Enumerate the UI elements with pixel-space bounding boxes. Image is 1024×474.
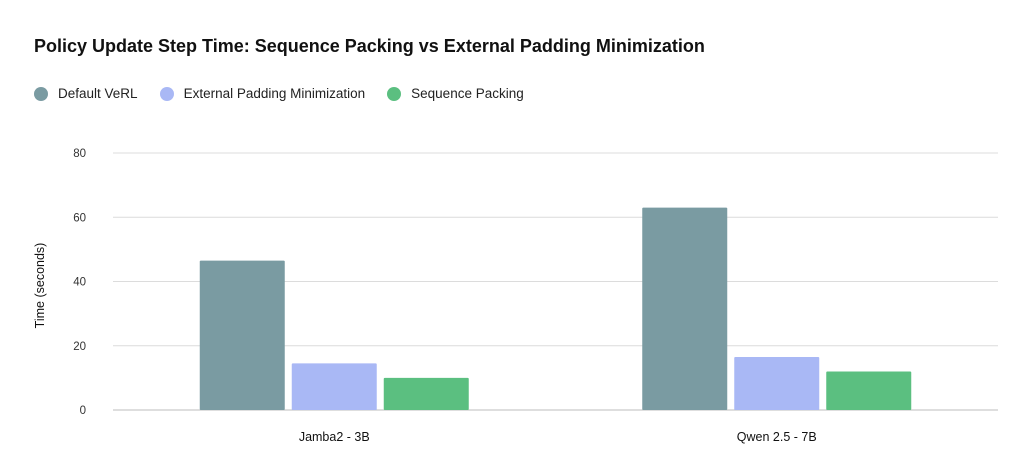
legend-item-default-verl: Default VeRL [34, 86, 138, 101]
chart-title: Policy Update Step Time: Sequence Packin… [34, 36, 705, 56]
bar-external-padding-minimization-0 [291, 363, 377, 410]
legend-label-sequence-packing: Sequence Packing [411, 86, 524, 101]
bar-external-padding-minimization-1 [734, 356, 820, 410]
legend-item-sequence-packing: Sequence Packing [387, 86, 524, 101]
legend-swatch-external-padding [159, 86, 174, 101]
bar-sequence-packing-1 [826, 371, 912, 410]
x-category-label-1: Qwen 2.5 - 7B [737, 430, 817, 444]
legend-label-default-verl: Default VeRL [58, 86, 138, 101]
y-tick-label-40: 40 [73, 277, 86, 289]
legend-item-external-padding: External Padding Minimization [159, 86, 366, 101]
y-tick-label-20: 20 [73, 341, 86, 353]
y-tick-label-60: 60 [73, 212, 86, 224]
legend-swatch-sequence-packing [387, 86, 402, 101]
legend-swatch-default-verl [34, 86, 48, 101]
y-tick-label-80: 80 [73, 148, 86, 160]
bar-default-verl-0 [199, 260, 285, 410]
bar-default-verl-1 [642, 207, 728, 410]
legend: Default VeRL External Padding Minimizati… [34, 86, 546, 101]
y-axis-label: Time (seconds) [33, 243, 47, 329]
y-tick-label-0: 0 [80, 405, 86, 417]
legend-label-external-padding: External Padding Minimization [183, 86, 366, 101]
bar-sequence-packing-0 [383, 377, 469, 410]
x-category-label-0: Jamba2 - 3B [299, 430, 370, 444]
